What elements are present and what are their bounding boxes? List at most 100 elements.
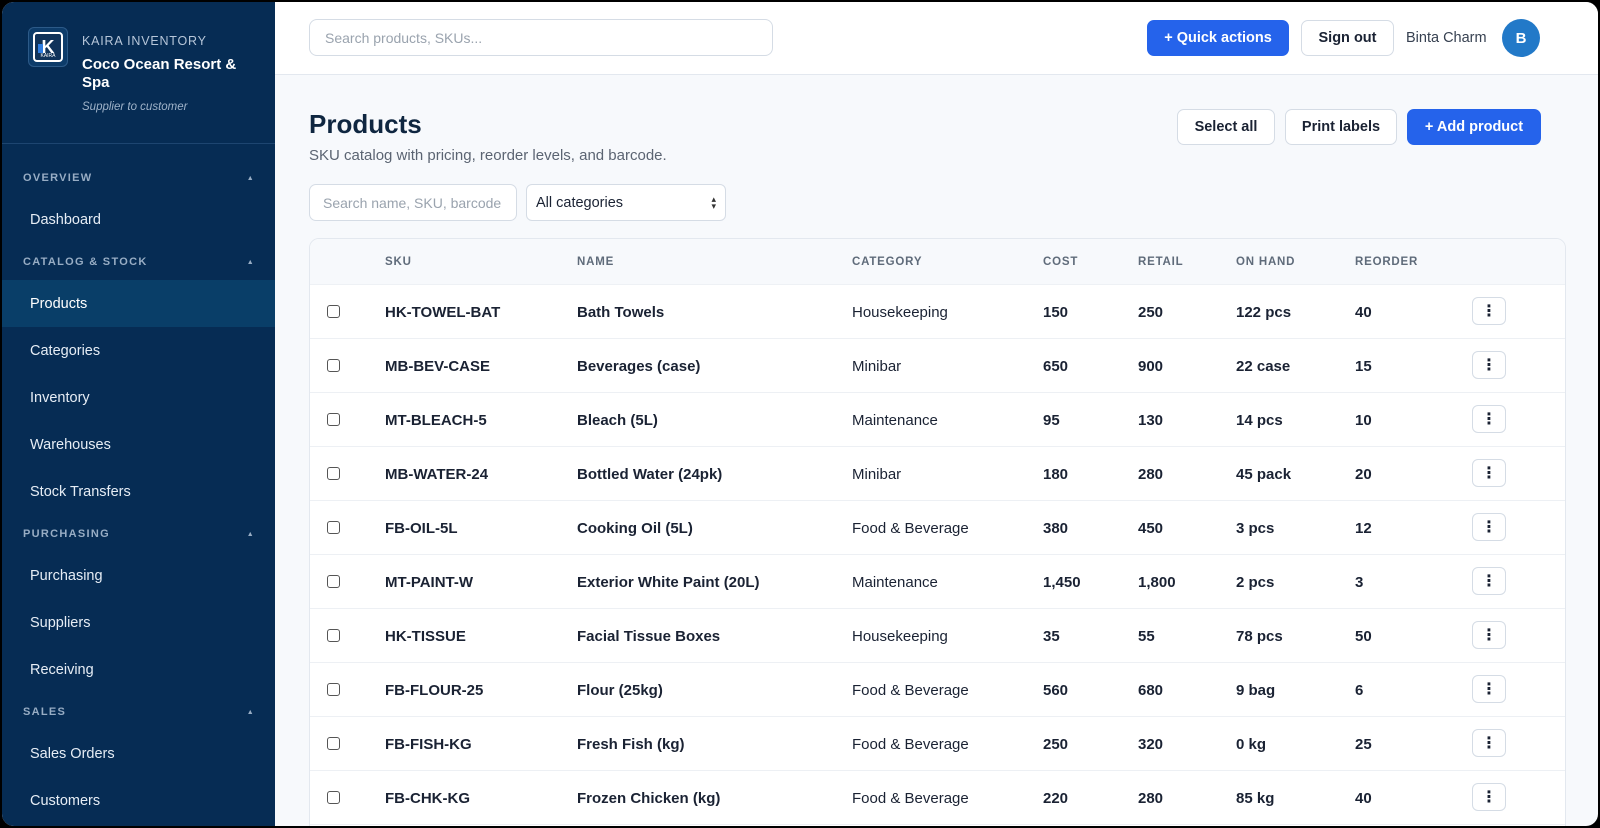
topbar: + Quick actions Sign out Binta Charm B [275,2,1598,75]
cell-cost: 95 [1043,412,1060,429]
cell-name: Exterior White Paint (20L) [577,574,760,591]
table-row[interactable]: HK-TOWEL-BAT Bath Towels Housekeeping 150 25… [310,285,1565,339]
nav-section-overview[interactable]: OVERVIEW ▲ [2,170,275,186]
column-header-name[interactable]: NAME [577,256,615,268]
quick-actions-button[interactable]: + Quick actions [1147,20,1289,56]
row-checkbox[interactable] [327,305,340,318]
cell-sku: FB-CHK-KG [385,790,470,807]
nav-section-title: PURCHASING [23,528,110,540]
user-name: Binta Charm [1406,30,1487,46]
row-actions-kebab-icon[interactable]: ⋮ [1472,621,1506,649]
select-all-button[interactable]: Select all [1177,109,1275,145]
cell-retail: 280 [1138,466,1164,483]
column-header-sku[interactable]: SKU [385,256,412,268]
table-header: SKU NAME CATEGORY COST RETAIL ON HAND REORDER [310,239,1565,285]
sidebar-item-inventory[interactable]: Inventory [2,374,275,421]
column-header-retail[interactable]: RETAIL [1138,256,1184,268]
cell-category: Food & Beverage [852,790,969,807]
table-row[interactable]: HK-TISSUE Facial Tissue Boxes Housekeeping… [310,609,1565,663]
row-actions-kebab-icon[interactable]: ⋮ [1472,513,1506,541]
cell-category: Housekeeping [852,628,948,645]
cell-retail: 280 [1138,790,1164,807]
cell-sku: FB-FISH-KG [385,736,472,753]
add-product-button[interactable]: + Add product [1407,109,1541,145]
row-actions-kebab-icon[interactable]: ⋮ [1472,405,1506,433]
nav-section-purchasing[interactable]: PURCHASING ▲ [2,526,275,542]
sidebar-item-stock-transfers[interactable]: Stock Transfers [2,468,275,515]
table-row[interactable]: FB-OIL-5L Cooking Oil (5L) Food & Beverage… [310,501,1565,555]
cell-cost: 560 [1043,682,1069,699]
sidebar-item-customers[interactable]: Customers [2,777,275,824]
row-checkbox[interactable] [327,683,340,696]
sidebar-item-label: Stock Transfers [30,483,131,500]
row-actions-kebab-icon[interactable]: ⋮ [1472,351,1506,379]
sidebar-item-dashboard[interactable]: Dashboard [2,196,275,243]
row-checkbox[interactable] [327,737,340,750]
sidebar-item-warehouses[interactable]: Warehouses [2,421,275,468]
row-checkbox[interactable] [327,575,340,588]
cell-reorder: 6 [1355,682,1364,699]
collapse-caret-icon: ▲ [246,708,255,716]
row-checkbox[interactable] [327,521,340,534]
table-row[interactable]: FB-FISH-KG Fresh Fish (kg) Food & Beverage… [310,717,1565,771]
table-row[interactable]: FB-FLOUR-25 Flour (25kg) Food & Beverage 56… [310,663,1565,717]
sidebar-item-label: Receiving [30,661,94,678]
table-row[interactable]: FB-CHK-KG Frozen Chicken (kg) Food & Bever… [310,771,1565,825]
sign-out-button[interactable]: Sign out [1301,20,1394,56]
cell-category: Food & Beverage [852,736,969,753]
column-header-category[interactable]: CATEGORY [852,256,923,268]
cell-sku: MT-BLEACH-5 [385,412,487,429]
nav-section-catalog-and-stock[interactable]: CATALOG & STOCK ▲ [2,254,275,270]
row-actions-kebab-icon[interactable]: ⋮ [1472,567,1506,595]
column-header-cost[interactable]: COST [1043,256,1079,268]
row-actions-kebab-icon[interactable]: ⋮ [1472,297,1506,325]
row-actions-kebab-icon[interactable]: ⋮ [1472,675,1506,703]
row-checkbox[interactable] [327,791,340,804]
cell-on-hand: 122 pcs [1236,304,1292,321]
table-row[interactable]: MB-BEV-CASE Beverages (case) Minibar 650 900… [310,339,1565,393]
sidebar-item-label: Customers [30,792,101,809]
avatar[interactable]: B [1502,19,1540,57]
cell-retail: 450 [1138,520,1164,537]
sidebar-item-label: Products [30,295,88,312]
cell-reorder: 10 [1355,412,1372,429]
cell-reorder: 12 [1355,520,1372,537]
sidebar-item-purchasing[interactable]: Purchasing [2,552,275,599]
cell-sku: MB-WATER-24 [385,466,489,483]
column-header-reorder[interactable]: REORDER [1355,256,1419,268]
sidebar-item-receiving[interactable]: Receiving [2,646,275,693]
cell-sku: FB-OIL-5L [385,520,458,537]
cell-category: Food & Beverage [852,520,969,537]
sidebar-item-label: Categories [30,342,101,359]
logo-bar [38,44,43,53]
row-actions-kebab-icon[interactable]: ⋮ [1472,459,1506,487]
logo-mark: K KAIRA [33,32,63,62]
column-header-on-hand[interactable]: ON HAND [1236,256,1296,268]
category-select[interactable]: All categories ▴ ▾ [526,184,726,221]
sidebar-item-categories[interactable]: Categories [2,327,275,374]
cell-cost: 650 [1043,358,1069,375]
print-labels-button[interactable]: Print labels [1285,109,1397,145]
row-actions-kebab-icon[interactable]: ⋮ [1472,729,1506,757]
nav-section-title: OVERVIEW [23,172,93,184]
table-row[interactable]: MT-BLEACH-5 Bleach (5L) Maintenance 95 130 14… [310,393,1565,447]
cell-sku: HK-TISSUE [385,628,466,645]
product-filter-input[interactable] [309,184,517,221]
row-actions-kebab-icon[interactable]: ⋮ [1472,783,1506,811]
row-checkbox[interactable] [327,359,340,372]
cell-sku: HK-TOWEL-BAT [385,304,501,321]
table-row[interactable]: MB-WATER-24 Bottled Water (24pk) Minibar 18… [310,447,1565,501]
sidebar-item-products[interactable]: Products [2,280,275,327]
cell-name: Bleach (5L) [577,412,658,429]
nav-section-title: SALES [23,706,67,718]
kaira-logo-icon[interactable]: K KAIRA [28,27,68,67]
row-checkbox[interactable] [327,629,340,642]
cell-name: Facial Tissue Boxes [577,628,721,645]
row-checkbox[interactable] [327,413,340,426]
global-search-input[interactable] [309,19,773,56]
sidebar-item-suppliers[interactable]: Suppliers [2,599,275,646]
nav-section-sales[interactable]: SALES ▲ [2,704,275,720]
table-row[interactable]: MT-PAINT-W Exterior White Paint (20L) Main… [310,555,1565,609]
sidebar-item-sales-orders[interactable]: Sales Orders [2,730,275,777]
row-checkbox[interactable] [327,467,340,480]
